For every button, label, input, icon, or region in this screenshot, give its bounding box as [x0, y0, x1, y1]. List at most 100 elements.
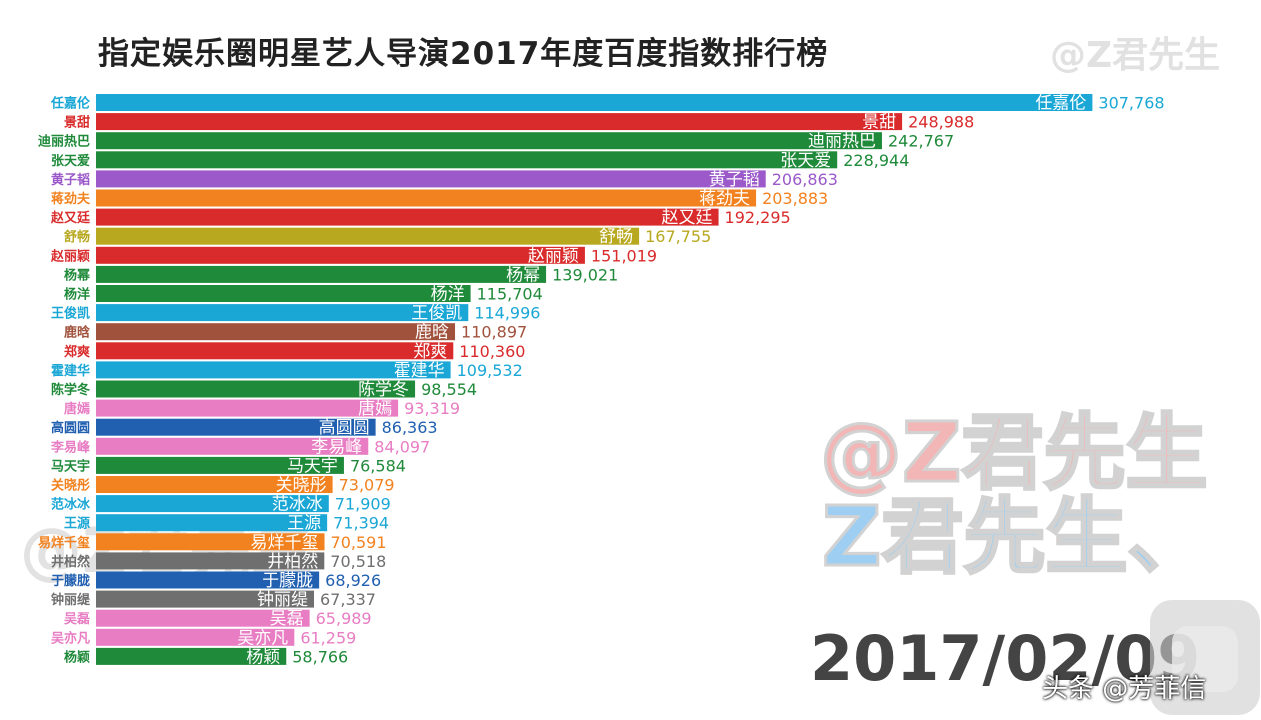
category-label: 蒋劲夫 [51, 191, 91, 207]
bar-name-label: 鹿晗 [415, 323, 449, 343]
category-label: 陈学冬 [51, 382, 90, 398]
bar-name-label: 赵又廷 [662, 208, 713, 228]
bar [96, 113, 903, 131]
value-label: 110,897 [461, 323, 527, 342]
bar [96, 647, 287, 665]
value-label: 109,532 [457, 361, 523, 380]
category-label: 景甜 [64, 115, 90, 131]
value-label: 70,518 [330, 552, 386, 571]
bar [96, 361, 451, 379]
category-label: 杨颖 [64, 649, 90, 665]
watermark-large-line1: @Z君先生 [818, 405, 1208, 503]
value-label: 110,360 [459, 342, 525, 361]
date-label: 2017/02/09 [810, 622, 1201, 695]
bar-name-label: 王俊凯 [411, 304, 462, 324]
value-label: 115,704 [477, 285, 543, 304]
category-label: 王俊凯 [51, 306, 90, 322]
category-label: 钟丽缇 [51, 592, 91, 608]
value-label: 206,863 [772, 170, 838, 189]
bar-name-label: 吴磊 [270, 609, 304, 629]
value-label: 93,319 [404, 399, 460, 418]
category-label: 易烊千玺 [38, 535, 90, 551]
value-label: 167,755 [645, 227, 711, 246]
bar-name-label: 井柏然 [267, 552, 318, 572]
value-label: 86,363 [382, 418, 438, 437]
bar-name-label: 郑爽 [413, 342, 447, 362]
category-label: 唐嫣 [64, 401, 90, 417]
category-label: 关晓彤 [51, 478, 90, 494]
category-label: 张天爱 [51, 153, 90, 169]
bar-name-label: 黄子韬 [709, 170, 760, 190]
bar-name-label: 杨幂 [506, 265, 540, 285]
value-label: 307,768 [1098, 94, 1164, 113]
bar-name-label: 舒畅 [599, 227, 633, 247]
category-label: 赵丽颖 [50, 248, 90, 264]
category-label: 赵又廷 [50, 210, 91, 226]
bar [96, 628, 295, 646]
bar [96, 418, 376, 436]
floating-button-icon [1172, 626, 1238, 692]
bar [96, 94, 1093, 111]
category-label: 郑爽 [64, 344, 90, 360]
bar-name-label: 唐嫣 [358, 398, 392, 419]
bar [96, 571, 320, 589]
bar [96, 265, 547, 283]
bar [96, 380, 416, 398]
bar [96, 533, 325, 551]
bar-name-label: 于朦胧 [262, 571, 313, 591]
value-label: 139,021 [552, 265, 618, 284]
bar [96, 208, 719, 226]
bar [96, 151, 838, 169]
value-label: 67,337 [320, 590, 376, 609]
value-label: 65,989 [316, 609, 372, 628]
bar-name-label: 李易峰 [311, 437, 362, 457]
chart-title: 指定娱乐圈明星艺人导演2017年度百度指数排行榜 [98, 36, 829, 72]
bar-name-label: 高圆圆 [319, 418, 370, 438]
category-label: 吴亦凡 [51, 630, 90, 646]
value-label: 242,767 [888, 132, 954, 151]
value-label: 203,883 [762, 189, 828, 208]
category-label: 高圆圆 [51, 420, 90, 436]
bar [96, 189, 757, 207]
bar [96, 304, 469, 322]
value-label: 71,909 [335, 495, 391, 514]
value-label: 61,259 [300, 628, 356, 647]
bar-name-label: 景甜 [862, 113, 896, 133]
value-label: 98,554 [421, 380, 477, 399]
category-label: 范冰冰 [51, 497, 91, 513]
category-label: 霍建华 [51, 363, 90, 379]
bar [96, 132, 882, 150]
bar [96, 227, 640, 245]
watermark-top-right: @Z君先生 [1050, 35, 1221, 76]
bar-name-label: 迪丽热巴 [808, 132, 876, 152]
bar [96, 342, 454, 360]
category-label: 杨幂 [64, 267, 91, 283]
bar-name-label: 吴亦凡 [237, 628, 288, 648]
bar [96, 552, 325, 570]
value-label: 71,394 [333, 514, 389, 533]
bar [96, 285, 471, 302]
category-label: 杨洋 [64, 287, 90, 303]
bar [96, 323, 456, 341]
bar-name-label: 蒋劲夫 [699, 189, 750, 209]
bar [96, 170, 766, 188]
value-label: 151,019 [591, 246, 657, 265]
floating-button[interactable] [1150, 600, 1260, 715]
bar-name-label: 王源 [287, 514, 321, 534]
bar [96, 476, 333, 493]
bar [96, 437, 369, 455]
category-label: 吴磊 [64, 612, 90, 627]
bar [96, 456, 344, 474]
category-label: 任嘉伦 [50, 96, 91, 112]
value-label: 68,926 [325, 571, 381, 590]
category-label: 王源 [64, 516, 90, 532]
footer-credit: 头条 @芳菲信 [1042, 674, 1207, 704]
value-label: 192,295 [725, 208, 791, 227]
bar [96, 590, 315, 608]
bar-name-label: 钟丽缇 [257, 590, 308, 610]
bar-name-label: 范冰冰 [272, 495, 323, 515]
category-label: 迪丽热巴 [38, 134, 90, 150]
bar-name-label: 陈学冬 [358, 380, 409, 400]
bar-name-label: 关晓彤 [276, 476, 327, 496]
